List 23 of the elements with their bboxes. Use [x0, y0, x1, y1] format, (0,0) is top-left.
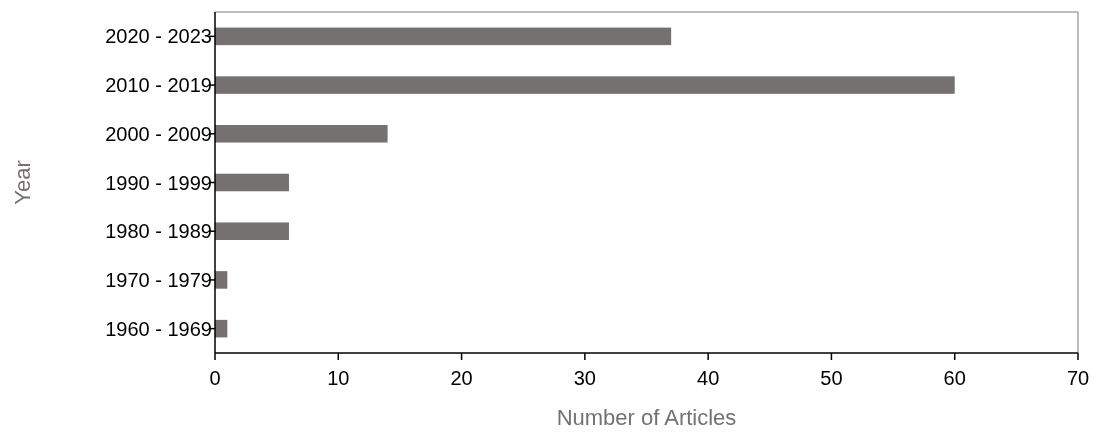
x-tick-label: 50	[820, 367, 843, 389]
y-tick-label: 2010 - 2019	[105, 74, 212, 97]
y-tick-label: 1990 - 1999	[105, 171, 212, 194]
x-tick-label: 40	[697, 367, 720, 389]
x-axis-title: Number of Articles	[556, 405, 737, 430]
bar	[215, 125, 388, 143]
y-tick-label: 1970 - 1979	[105, 268, 212, 291]
bar	[215, 76, 955, 94]
bar	[215, 173, 289, 192]
y-tick-label: 2000 - 2009	[105, 122, 212, 145]
bar	[215, 27, 672, 46]
x-tick-label: 10	[327, 367, 350, 389]
y-tick-label: 2020 - 2023	[105, 25, 212, 48]
y-axis-title: Year	[10, 160, 35, 205]
bar	[215, 222, 289, 240]
x-tick-label: 0	[209, 367, 221, 389]
x-tick-label: 70	[1066, 367, 1090, 389]
x-tick-label: 60	[943, 367, 966, 389]
bar	[215, 271, 228, 289]
x-tick-label: 30	[573, 367, 596, 389]
y-tick-label: 1980 - 1989	[105, 220, 212, 243]
x-tick-label: 20	[450, 367, 473, 389]
y-tick-label: 1960 - 1969	[105, 317, 212, 340]
